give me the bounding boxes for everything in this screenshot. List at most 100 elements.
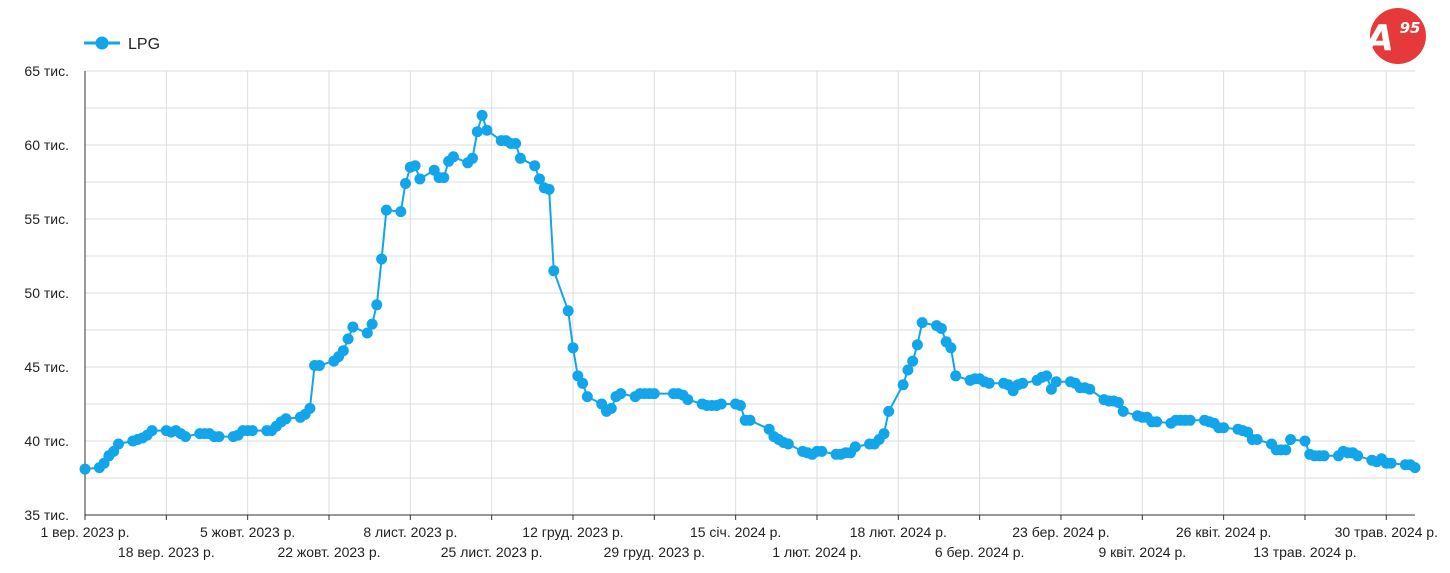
data-point-lpg[interactable] — [615, 388, 627, 400]
data-point-lpg[interactable] — [878, 428, 890, 440]
data-point-lpg[interactable] — [907, 355, 919, 367]
data-point-lpg[interactable] — [534, 173, 545, 185]
series-lpg[interactable] — [79, 109, 1421, 475]
data-point-lpg[interactable] — [950, 370, 962, 382]
data-point-lpg[interactable] — [409, 160, 421, 172]
data-point-lpg[interactable] — [467, 152, 478, 164]
data-point-lpg[interactable] — [682, 394, 694, 406]
data-point-lpg[interactable] — [79, 463, 91, 475]
data-point-lpg[interactable] — [510, 138, 522, 149]
data-point-lpg[interactable] — [342, 333, 354, 345]
x-tick-label: 18 вер. 2023 р. — [118, 544, 215, 560]
data-point-lpg[interactable] — [744, 414, 756, 426]
x-tick-label: 9 квіт. 2024 р. — [1098, 544, 1186, 560]
x-tick-label: 6 бер. 2024 р. — [935, 544, 1025, 560]
data-point-lpg[interactable] — [1285, 434, 1297, 445]
data-point-lpg[interactable] — [113, 438, 124, 450]
data-point-lpg[interactable] — [1184, 414, 1196, 426]
y-tick-label: 50 тис. — [24, 285, 69, 301]
data-point-lpg[interactable] — [935, 323, 947, 334]
data-point-lpg[interactable] — [849, 441, 861, 453]
data-point-lpg[interactable] — [1352, 450, 1364, 462]
data-point-lpg[interactable] — [1017, 377, 1029, 389]
x-tick-label: 1 вер. 2023 р. — [40, 524, 129, 540]
data-point-lpg[interactable] — [1385, 457, 1397, 469]
data-point-lpg[interactable] — [447, 151, 459, 163]
data-point-lpg[interactable] — [1050, 376, 1062, 388]
data-point-lpg[interactable] — [945, 342, 957, 354]
data-point-lpg[interactable] — [414, 173, 426, 185]
data-point-lpg[interactable] — [395, 206, 407, 218]
data-point-lpg[interactable] — [361, 327, 373, 339]
data-point-lpg[interactable] — [605, 402, 617, 414]
y-tick-label: 40 тис. — [24, 433, 69, 449]
x-tick-label: 8 лист. 2023 р. — [363, 524, 457, 540]
data-point-lpg[interactable] — [304, 402, 316, 414]
data-point-lpg[interactable] — [562, 305, 574, 317]
data-point-lpg[interactable] — [514, 152, 526, 164]
x-tick-label: 1 лют. 2024 р. — [772, 544, 861, 560]
x-tick-label: 29 груд. 2023 р. — [604, 544, 705, 560]
legend[interactable]: LPG — [84, 36, 160, 53]
data-point-lpg[interactable] — [548, 265, 560, 277]
data-point-lpg[interactable] — [897, 379, 909, 391]
data-point-lpg[interactable] — [337, 345, 349, 357]
data-point-lpg[interactable] — [366, 318, 378, 330]
legend-label-lpg: LPG — [128, 36, 160, 53]
data-point-lpg[interactable] — [1280, 444, 1292, 456]
data-point-lpg[interactable] — [347, 321, 359, 333]
data-point-lpg[interactable] — [146, 425, 158, 437]
data-point-lpg[interactable] — [280, 413, 292, 425]
data-point-lpg[interactable] — [471, 126, 483, 138]
x-tick-label: 30 трав. 2024 р. — [1335, 524, 1438, 540]
data-point-lpg[interactable] — [816, 445, 828, 457]
data-point-lpg[interactable] — [1299, 435, 1311, 447]
data-point-lpg[interactable] — [1218, 422, 1230, 434]
data-point-lpg[interactable] — [400, 178, 411, 189]
data-point-lpg[interactable] — [1151, 416, 1163, 428]
data-point-lpg[interactable] — [577, 377, 589, 389]
x-tick-label: 22 жовт. 2023 р. — [277, 544, 380, 560]
data-point-lpg[interactable] — [782, 438, 794, 450]
logo-number: 95 — [1400, 19, 1421, 37]
data-point-lpg[interactable] — [567, 342, 579, 354]
x-tick-label: 18 лют. 2024 р. — [850, 524, 947, 540]
data-point-lpg[interactable] — [1084, 383, 1096, 395]
data-point-lpg[interactable] — [1251, 434, 1263, 445]
data-point-lpg[interactable] — [734, 400, 746, 411]
data-point-lpg[interactable] — [581, 391, 593, 403]
data-point-lpg[interactable] — [246, 425, 258, 437]
y-tick-label: 55 тис. — [24, 211, 69, 227]
a95-logo: A 95 — [1363, 8, 1426, 64]
data-point-lpg[interactable] — [902, 364, 914, 376]
data-point-lpg[interactable] — [376, 253, 388, 265]
data-point-lpg[interactable] — [1318, 450, 1330, 462]
data-point-lpg[interactable] — [380, 204, 392, 216]
data-point-lpg[interactable] — [213, 431, 225, 443]
data-point-lpg[interactable] — [648, 388, 660, 400]
data-point-lpg[interactable] — [983, 377, 995, 389]
data-point-lpg[interactable] — [916, 317, 928, 329]
grid-lines — [84, 70, 1415, 516]
data-point-lpg[interactable] — [715, 398, 727, 410]
data-point-lpg[interactable] — [476, 109, 488, 121]
data-point-lpg[interactable] — [313, 360, 325, 371]
data-point-lpg[interactable] — [883, 405, 895, 417]
data-point-lpg[interactable] — [1117, 405, 1129, 417]
data-point-lpg[interactable] — [371, 299, 383, 311]
data-point-lpg[interactable] — [180, 431, 191, 443]
data-point-lpg[interactable] — [481, 124, 493, 136]
data-point-lpg[interactable] — [529, 160, 541, 172]
data-point-lpg[interactable] — [438, 172, 450, 184]
legend-marker-lpg — [95, 36, 109, 50]
data-point-lpg[interactable] — [911, 339, 923, 351]
axes — [84, 71, 1415, 516]
y-tick-label: 65 тис. — [24, 63, 69, 79]
y-tick-label: 45 тис. — [24, 359, 69, 375]
data-point-lpg[interactable] — [1409, 462, 1421, 474]
data-point-lpg[interactable] — [1112, 397, 1124, 408]
data-point-lpg[interactable] — [543, 183, 555, 195]
data-point-lpg[interactable] — [1041, 370, 1053, 382]
x-tick-label: 23 бер. 2024 р. — [1012, 524, 1109, 540]
